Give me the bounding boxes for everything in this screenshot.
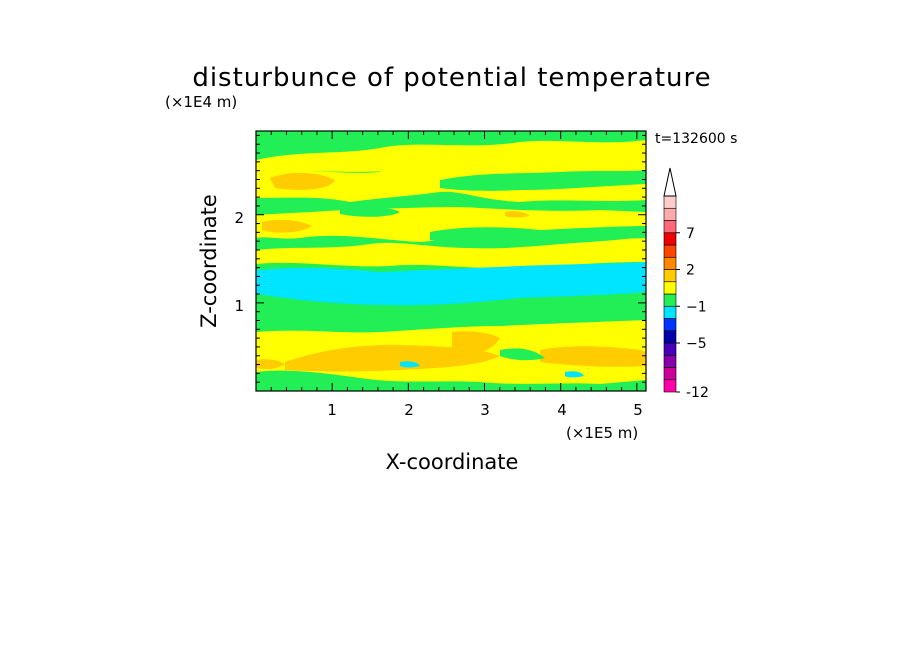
y-tick-label: 1 <box>234 297 244 315</box>
colorbar-label: -12 <box>686 385 709 401</box>
colorbar-bin <box>663 220 677 234</box>
colorbar-bin <box>663 318 677 332</box>
time-label: t=132600 s <box>655 131 737 147</box>
colorbar-label: 2 <box>686 263 695 279</box>
x-tick-label: 5 <box>633 401 643 419</box>
colorbar-bin <box>663 354 677 368</box>
x-axis-label: X-coordinate <box>386 450 519 474</box>
y-tick-labels: 1 2 <box>234 209 244 315</box>
plot-area <box>255 130 647 392</box>
colorbar-label: 7 <box>686 226 695 242</box>
colorbar <box>663 167 677 393</box>
y-axis-label: Z-coordinate <box>197 194 221 328</box>
y-scale-label: (×1E4 m) <box>165 93 237 111</box>
x-tick-label: 4 <box>557 401 567 419</box>
x-tick-label: 2 <box>404 401 414 419</box>
colorbar-bin <box>663 305 677 319</box>
colorbar-label: −5 <box>686 336 707 352</box>
colorbar-bin <box>663 379 677 393</box>
y-tick-label: 2 <box>234 209 244 227</box>
colorbar-bin <box>663 342 677 356</box>
colorbar-bin <box>663 367 677 381</box>
colorbar-bin <box>663 256 677 270</box>
colorbar-extend-arrow <box>663 167 677 197</box>
contour-field <box>256 131 646 391</box>
x-scale-label: (×1E5 m) <box>566 424 638 442</box>
colorbar-labels: -12 −5 −1 2 7 <box>676 226 709 401</box>
colorbar-label: −1 <box>686 299 707 315</box>
colorbar-bin <box>663 330 677 344</box>
colorbar-bin <box>663 281 677 295</box>
x-tick-label: 1 <box>327 401 337 419</box>
colorbar-bin <box>663 269 677 283</box>
x-tick-label: 3 <box>480 401 490 419</box>
x-tick-labels: 1 2 3 4 5 <box>327 401 643 419</box>
chart-title: disturbunce of potential temperature <box>192 63 711 93</box>
colorbar-bin <box>663 195 677 209</box>
colorbar-bin <box>663 232 677 246</box>
colorbar-bin <box>663 207 677 221</box>
colorbar-bin <box>663 293 677 307</box>
axis-ticks <box>256 131 646 391</box>
colorbar-bin <box>663 244 677 258</box>
